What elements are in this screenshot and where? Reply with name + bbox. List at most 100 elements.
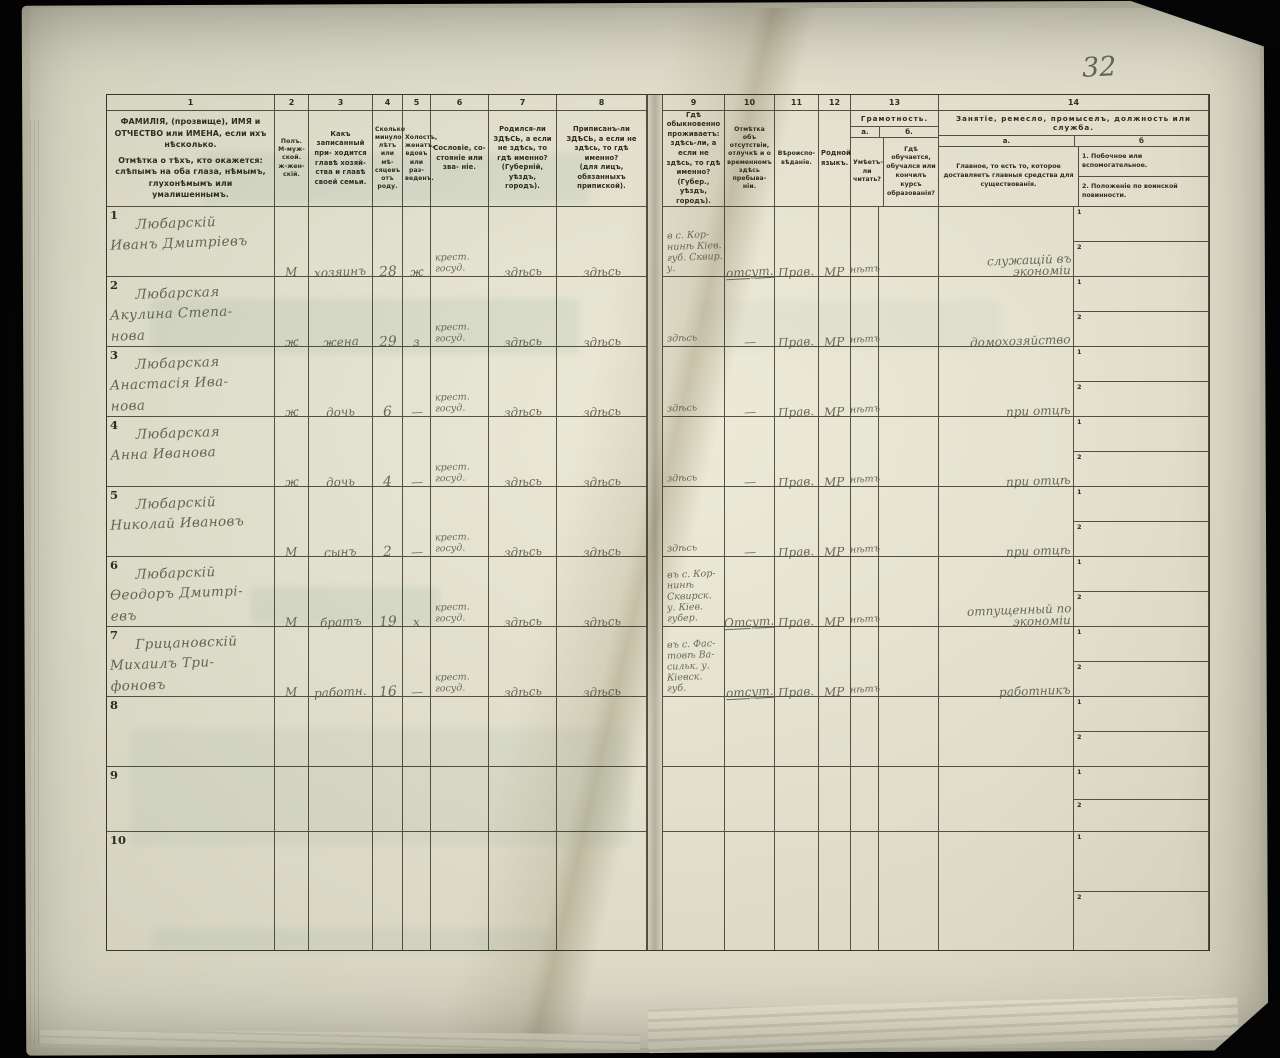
record-number: 7 xyxy=(110,628,119,642)
cell-absence: Отсут. xyxy=(724,557,775,630)
hw-estate-line: госуд. xyxy=(434,472,466,485)
occupation-side-marker: 1 xyxy=(1077,833,1082,841)
cell-religion xyxy=(775,832,819,950)
occupation-group-title: Занятіе, ремесло, промыселъ, должность и… xyxy=(939,111,1208,136)
column-number-cell: 3 xyxy=(309,95,373,111)
cell-religion: Прав. xyxy=(775,207,819,280)
record-name-lines xyxy=(110,835,271,841)
hw-estate-line: госуд. xyxy=(434,682,466,695)
cell-language: МР xyxy=(819,277,851,350)
column-number: 5 xyxy=(413,98,420,107)
hw-residence-line: здѣсь xyxy=(666,542,698,555)
census-table: 1 2 3 4 5 6 7 8 9 10 11 12 13 14 ФАМИЛІЯ, (прозвище), … xyxy=(106,94,1210,951)
record-9-name: 9 xyxy=(107,767,275,832)
cell-reads: нѣтъ xyxy=(849,557,880,627)
column-header-2: Полъ. М-муж-ской. ж-жен-скій. xyxy=(275,111,309,207)
column-header-label: Полъ. М-муж-ской. ж-жен-скій. xyxy=(278,137,305,178)
hw-estate-line: госуд. xyxy=(434,262,466,275)
column-number: 2 xyxy=(288,98,295,107)
record-number: 3 xyxy=(110,348,119,362)
page-edges-left xyxy=(30,120,42,1044)
cell-estate xyxy=(431,697,489,767)
occupation-side-marker: 2 xyxy=(1077,243,1082,251)
cell-reads_where xyxy=(879,347,939,417)
column-header-note: Отмѣтка о тѣхъ, кто окажется: слѣпымъ на… xyxy=(115,155,266,200)
cell-marital: — xyxy=(403,487,431,559)
record-name-lines: Любарскій Өеодоръ Дмитрі-евъ xyxy=(109,560,272,626)
cell-registered: здѣсь xyxy=(557,207,647,280)
cell-absence: отсут. xyxy=(725,207,775,280)
column-header-label: Отмѣтка объ отсутствіи, отлучкѣ и о врем… xyxy=(727,125,772,191)
occupation-side-marker: 1 xyxy=(1077,208,1082,216)
cell-estate: крест. госуд. xyxy=(431,277,489,347)
cell-marital xyxy=(403,832,431,950)
record-10-name: 10 xyxy=(107,832,275,950)
cell-religion xyxy=(775,767,819,832)
column-number-cell: 5 xyxy=(403,95,431,111)
hw-estate-line: госуд. xyxy=(434,612,466,625)
hw-reads: нѣтъ xyxy=(849,403,880,416)
occupation-side-marker: 1 xyxy=(1077,698,1082,706)
record-number: 4 xyxy=(110,418,119,432)
occupation-side-marker: 1 xyxy=(1077,628,1082,636)
occupation-sub-a-letter: а. xyxy=(1002,137,1011,145)
cell-estate: крест. госуд. xyxy=(431,487,489,557)
occupation-sub-a-label: Главное, то есть то, которое доставляетъ… xyxy=(943,163,1074,188)
occupation-side-marker: 2 xyxy=(1077,800,1082,809)
cell-religion: Прав. xyxy=(775,557,819,630)
cell-absence: — xyxy=(725,347,775,419)
cell-age: 2 xyxy=(373,487,403,560)
column-number: 1 xyxy=(187,98,194,107)
cell-reads: нѣтъ xyxy=(849,277,880,347)
cell-reads xyxy=(851,832,879,950)
cell-estate: крест. госуд. xyxy=(431,627,489,697)
record-number: 10 xyxy=(110,833,127,847)
cell-age: 4 xyxy=(373,417,403,490)
column-header-14: Занятіе, ремесло, промыселъ, должность и… xyxy=(939,111,1209,207)
record-number: 8 xyxy=(110,698,119,712)
cell-occupation: домохозяйство xyxy=(939,277,1074,350)
cell-residence xyxy=(663,697,725,767)
cell-reads_where xyxy=(879,487,939,557)
cell-registered: здѣсь xyxy=(557,417,647,490)
record-8-name: 8 xyxy=(107,697,275,767)
column-header-label: Вѣроиспо- вѣданіе. xyxy=(777,150,816,166)
column-header-8: Приписанъ-ли ЗДѢСЬ, а если не здѣсь, то … xyxy=(557,111,647,207)
cell-language xyxy=(819,697,851,767)
cell-relation: сынъ xyxy=(309,487,373,560)
column-number-cell: 9 xyxy=(663,95,725,111)
occupation-side-marker: 1 xyxy=(1077,348,1082,356)
cell-absence: — xyxy=(725,487,775,559)
cell-age: 16 xyxy=(373,627,403,700)
record-number: 5 xyxy=(110,488,119,502)
cell-registered: здѣсь xyxy=(557,627,647,700)
cell-born: здѣсь xyxy=(489,557,557,630)
cell-occupation xyxy=(939,697,1074,767)
name-line: Николай Ивановъ xyxy=(110,513,245,535)
cell-reads xyxy=(851,697,879,767)
literacy-group-title: Грамотность. xyxy=(851,111,938,127)
name-line: Анна Иванова xyxy=(110,444,217,465)
show-through-ghost xyxy=(150,928,550,952)
name-line: Иванъ Дмитріевъ xyxy=(110,233,248,255)
column-header-label: Сословіе, со- стояніе или зва- ніе. xyxy=(433,144,486,172)
column-header-label: Родился-ли ЗДѢСЬ, а если не здѣсь, то гд… xyxy=(493,125,552,191)
cell-age: 19 xyxy=(373,557,403,630)
occupation-side-marker: 2 xyxy=(1077,523,1082,531)
cell-reads_where xyxy=(879,277,939,347)
cell-residence: здѣсь xyxy=(663,487,725,557)
hw-estate-line: госуд. xyxy=(434,542,466,555)
occupation-side-marker: 2 xyxy=(1077,453,1082,461)
column-number: 10 xyxy=(743,98,756,107)
column-number-cell: 8 xyxy=(557,95,647,111)
cell-absence: отсут. xyxy=(725,627,775,700)
record-name-lines xyxy=(110,700,271,706)
cell-religion: Прав. xyxy=(775,627,819,700)
column-header-7: Родился-ли ЗДѢСЬ, а если не здѣсь, то гд… xyxy=(489,111,557,207)
cell-reads_where xyxy=(879,207,939,277)
occupation-side-marker: 2 xyxy=(1077,733,1082,741)
cell-reads_where xyxy=(879,767,939,832)
